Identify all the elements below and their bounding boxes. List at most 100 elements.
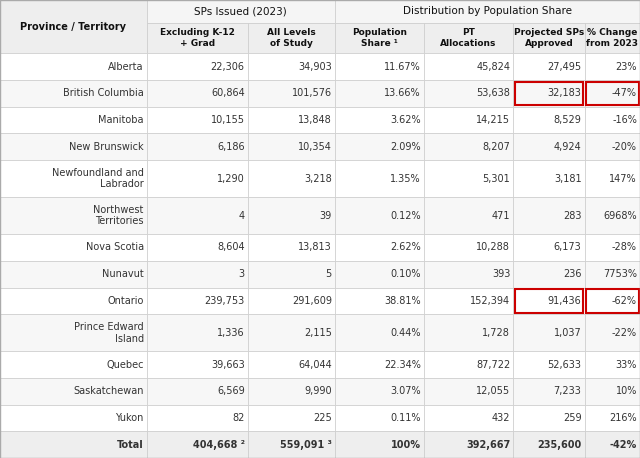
Bar [147, 133, 248, 160]
Text: New Brunswick: New Brunswick [69, 142, 143, 152]
Text: Nova Scotia: Nova Scotia [86, 242, 143, 252]
Text: 0.12%: 0.12% [390, 211, 421, 221]
Text: 0.11%: 0.11% [390, 413, 421, 423]
Bar [513, 80, 584, 107]
Text: 216%: 216% [609, 413, 637, 423]
Bar [147, 22, 248, 54]
Bar [424, 197, 513, 234]
Bar [147, 378, 248, 404]
Text: 4: 4 [239, 211, 244, 221]
Bar [584, 378, 640, 404]
Bar [147, 107, 248, 133]
Bar [584, 404, 640, 431]
Bar [424, 160, 513, 197]
Bar [0, 160, 147, 197]
Bar [513, 22, 584, 54]
Text: 0.10%: 0.10% [390, 269, 421, 279]
Text: Yukon: Yukon [115, 413, 143, 423]
Bar [335, 22, 424, 54]
Text: -16%: -16% [612, 115, 637, 125]
Bar [0, 378, 147, 404]
Bar [424, 80, 513, 107]
Text: -62%: -62% [612, 296, 637, 306]
Text: 239,753: 239,753 [204, 296, 244, 306]
Bar [147, 404, 248, 431]
Text: Population
Share ¹: Population Share ¹ [352, 28, 407, 48]
Bar [424, 54, 513, 80]
Text: 39: 39 [319, 211, 332, 221]
Bar [335, 351, 424, 378]
Bar [515, 289, 583, 313]
Bar [513, 234, 584, 261]
Text: Projected SPs
Approved: Projected SPs Approved [514, 28, 584, 48]
Bar [335, 261, 424, 288]
Text: Alberta: Alberta [108, 62, 143, 72]
Bar [0, 288, 147, 314]
Text: 11.67%: 11.67% [384, 62, 421, 72]
Text: Northwest
Territories: Northwest Territories [93, 205, 143, 226]
Bar [248, 288, 335, 314]
Text: 45,824: 45,824 [476, 62, 510, 72]
Bar [248, 314, 335, 351]
Bar [335, 197, 424, 234]
Text: 283: 283 [563, 211, 582, 221]
Text: 6968%: 6968% [604, 211, 637, 221]
Bar [248, 431, 335, 458]
Bar [584, 160, 640, 197]
Text: 52,633: 52,633 [548, 360, 582, 370]
Text: 2,115: 2,115 [304, 328, 332, 338]
Text: Manitoba: Manitoba [98, 115, 143, 125]
Bar [584, 107, 640, 133]
Text: Distribution by Population Share: Distribution by Population Share [403, 6, 572, 16]
Bar [147, 431, 248, 458]
Text: 23%: 23% [616, 62, 637, 72]
Bar [147, 351, 248, 378]
Bar [147, 234, 248, 261]
Text: Total: Total [117, 440, 143, 450]
Text: Saskatchewan: Saskatchewan [73, 386, 143, 396]
Bar [147, 160, 248, 197]
Text: SPs Issued (2023): SPs Issued (2023) [195, 6, 287, 16]
Bar [335, 288, 424, 314]
Bar [513, 378, 584, 404]
Text: 8,529: 8,529 [554, 115, 582, 125]
Text: 1,728: 1,728 [483, 328, 510, 338]
Bar [248, 107, 335, 133]
Text: 10,155: 10,155 [211, 115, 244, 125]
Bar [335, 234, 424, 261]
Text: 32,183: 32,183 [548, 88, 582, 98]
Text: 82: 82 [232, 413, 244, 423]
Bar [147, 288, 248, 314]
Text: 1,336: 1,336 [217, 328, 244, 338]
Text: 235,600: 235,600 [537, 440, 582, 450]
Text: 13.66%: 13.66% [385, 88, 421, 98]
Bar [0, 234, 147, 261]
Text: 38.81%: 38.81% [385, 296, 421, 306]
Text: 33%: 33% [616, 360, 637, 370]
Bar [513, 288, 584, 314]
Text: All Levels
of Study: All Levels of Study [267, 28, 316, 48]
Text: Prince Edward
Island: Prince Edward Island [74, 322, 143, 344]
Text: -47%: -47% [612, 88, 637, 98]
Text: 393: 393 [492, 269, 510, 279]
Text: Ontario: Ontario [108, 296, 143, 306]
Text: 60,864: 60,864 [211, 88, 244, 98]
Text: 3,218: 3,218 [304, 174, 332, 184]
Bar [335, 133, 424, 160]
Text: -42%: -42% [610, 440, 637, 450]
Bar [0, 80, 147, 107]
Bar [584, 431, 640, 458]
Text: 53,638: 53,638 [476, 88, 510, 98]
Bar [513, 314, 584, 351]
Text: 1.35%: 1.35% [390, 174, 421, 184]
Bar [584, 197, 640, 234]
Text: 432: 432 [492, 413, 510, 423]
Bar [424, 288, 513, 314]
Text: 22.34%: 22.34% [384, 360, 421, 370]
Text: 12,055: 12,055 [476, 386, 510, 396]
Bar [424, 351, 513, 378]
Text: 34,903: 34,903 [298, 62, 332, 72]
Bar [335, 160, 424, 197]
Bar [584, 80, 640, 107]
Text: 2.62%: 2.62% [390, 242, 421, 252]
